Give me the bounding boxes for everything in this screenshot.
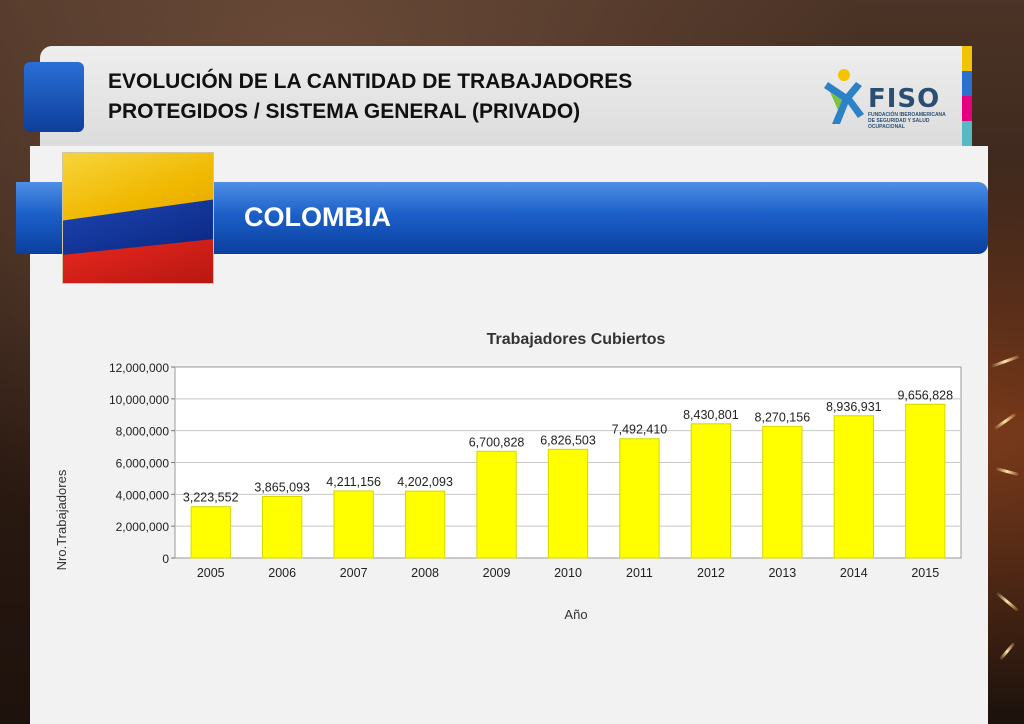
bar-2007: [333, 490, 374, 559]
value-label-2005: 3,223,552: [183, 491, 239, 505]
x-axis-ticks: 2005 2006 2007 2008 2009 2010 2011 2012 2013 2014…: [197, 566, 939, 580]
x-tick-label-2006: 2006: [268, 566, 296, 580]
bar-2012: [690, 423, 732, 559]
color-strip-blue: [962, 71, 972, 96]
header-tab: [24, 62, 84, 132]
x-axis-label: Año: [564, 607, 587, 622]
bar-2011: [619, 438, 660, 559]
x-tick-label-2010: 2010: [554, 566, 582, 580]
x-tick-label-2007: 2007: [340, 566, 368, 580]
chart-title: Trabajadores Cubiertos: [487, 331, 666, 348]
logo-name: FISO: [868, 84, 941, 114]
color-strip-pink: [962, 96, 972, 121]
value-label-2011: 7,492,410: [612, 423, 668, 437]
value-label-2006: 3,865,093: [254, 480, 310, 494]
bar-2014: [833, 415, 874, 559]
value-label-2010: 6,826,503: [540, 433, 596, 447]
y-tick-label: 10,000,000: [109, 393, 169, 407]
y-tick-label: 12,000,000: [109, 361, 169, 375]
bar-2015: [905, 403, 946, 559]
value-label-2014: 8,936,931: [826, 400, 882, 414]
color-strip-yellow: [962, 46, 972, 71]
value-label-2007: 4,211,156: [326, 475, 381, 489]
colombia-flag-icon: [62, 152, 214, 284]
x-tick-label-2014: 2014: [840, 566, 868, 580]
x-tick-label-2012: 2012: [697, 566, 725, 580]
value-labels: 3,223,552 3,865,093 4,211,156 4,202,093 6,70…: [183, 388, 953, 504]
y-tick-label: 6,000,000: [116, 457, 170, 471]
value-label-2008: 4,202,093: [397, 475, 453, 489]
y-axis-label: Nro.Trabajadores: [54, 469, 69, 570]
x-tick-label-2013: 2013: [768, 566, 796, 580]
x-tick-label-2011: 2011: [626, 566, 653, 580]
x-tick-label-2009: 2009: [483, 566, 511, 580]
value-label-2013: 8,270,156: [755, 410, 811, 424]
y-tick-label: 0: [162, 552, 169, 566]
page-title: EVOLUCIÓN DE LA CANTIDAD DE TRABAJADORES…: [108, 67, 768, 127]
x-tick-label-2015: 2015: [911, 566, 939, 580]
bar-2008: [404, 490, 446, 559]
bar-2005: [190, 506, 231, 559]
y-tick-label: 4,000,000: [116, 488, 170, 502]
y-tick-label: 8,000,000: [116, 425, 170, 439]
x-tick-label-2008: 2008: [411, 566, 439, 580]
logo-subtitle: FUNDACIÓN IBEROAMERICANA DE SEGURIDAD Y …: [868, 112, 946, 130]
bar-2006: [262, 495, 303, 559]
color-strip-teal: [962, 121, 972, 146]
y-tick-label: 2,000,000: [116, 520, 170, 534]
header-bar: [40, 46, 972, 146]
section-title: COLOMBIA: [244, 202, 391, 232]
bars: [190, 403, 946, 559]
fiso-person-icon: [824, 69, 864, 124]
bar-2013: [762, 425, 803, 559]
bar-2010: [547, 448, 589, 559]
page-title-line1: EVOLUCIÓN DE LA CANTIDAD DE TRABAJADORES: [108, 70, 633, 93]
value-label-2012: 8,430,801: [683, 408, 739, 422]
page-title-line2: PROTEGIDOS / SISTEMA GENERAL (PRIVADO): [108, 100, 581, 123]
value-label-2009: 6,700,828: [469, 435, 525, 449]
x-tick-label-2005: 2005: [197, 566, 225, 580]
y-axis-ticks: 0 2,000,000 4,000,000 6,000,000 8,000,000 10,…: [109, 361, 175, 566]
bar-2009: [476, 450, 517, 559]
value-label-2015: 9,656,828: [897, 388, 953, 402]
fiso-logo: FISO FUNDACIÓN IBEROAMERICANA DE SEGURID…: [820, 66, 950, 130]
